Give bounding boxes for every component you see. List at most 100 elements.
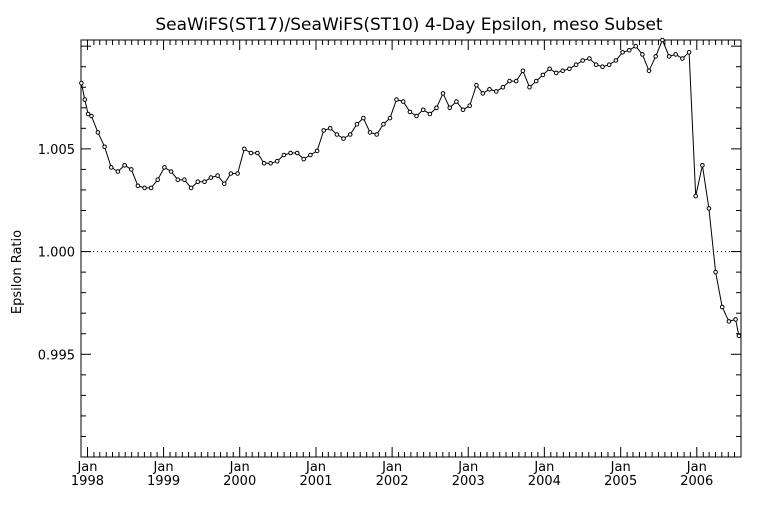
data-point xyxy=(341,136,346,141)
data-point xyxy=(394,97,399,102)
data-point xyxy=(314,148,320,154)
x-tick-month-label: Jan xyxy=(381,460,402,475)
data-point xyxy=(268,161,273,166)
data-point xyxy=(480,91,486,96)
data-point xyxy=(600,64,605,69)
x-tick-year-label: 1999 xyxy=(147,474,180,489)
data-point xyxy=(666,54,672,59)
data-point xyxy=(188,185,194,191)
data-point xyxy=(620,50,625,55)
data-point xyxy=(467,103,473,108)
data-point xyxy=(308,152,313,158)
data-point xyxy=(361,115,366,121)
y-tick-label: 1.005 xyxy=(38,143,75,158)
data-point xyxy=(222,181,227,187)
data-point xyxy=(242,146,247,152)
data-point xyxy=(89,113,94,119)
data-point xyxy=(686,50,692,55)
data-point xyxy=(334,132,340,137)
x-tick-year-label: 2001 xyxy=(299,474,332,489)
series-line xyxy=(80,38,740,336)
x-tick-year-label: 2004 xyxy=(528,474,561,489)
data-point xyxy=(646,68,652,74)
data-point xyxy=(387,115,393,121)
data-point xyxy=(82,97,88,102)
data-point xyxy=(454,99,459,104)
data-point xyxy=(533,78,539,84)
data-point xyxy=(215,173,220,178)
data-point xyxy=(580,58,586,63)
data-point xyxy=(115,169,121,174)
data-point xyxy=(414,113,419,119)
x-tick-month-label: Jan xyxy=(533,460,554,475)
data-point xyxy=(261,161,267,166)
chart-title: SeaWiFS(ST17)/SeaWiFS(ST10) 4-Day Epsilo… xyxy=(155,15,663,35)
data-point xyxy=(733,317,738,322)
data-point xyxy=(560,68,566,74)
data-point xyxy=(202,179,207,184)
data-point xyxy=(162,165,167,170)
data-point xyxy=(527,84,532,90)
data-point xyxy=(235,171,240,176)
data-point xyxy=(474,82,479,88)
data-point xyxy=(660,37,665,43)
data-point xyxy=(85,111,91,117)
data-point xyxy=(148,185,154,191)
data-point xyxy=(736,333,742,339)
data-point xyxy=(593,62,599,67)
x-tick-month-label: Jan xyxy=(153,460,174,475)
data-point xyxy=(434,105,439,111)
y-tick-label: 0.995 xyxy=(38,348,75,363)
data-point xyxy=(507,78,512,84)
data-point xyxy=(606,62,612,67)
data-point xyxy=(168,169,174,174)
data-point xyxy=(301,156,307,162)
data-point xyxy=(500,84,506,90)
x-tick-month-label: Jan xyxy=(305,460,326,475)
data-point xyxy=(175,177,181,182)
data-point xyxy=(520,68,526,74)
data-point xyxy=(513,78,519,84)
data-point xyxy=(493,89,499,94)
data-point xyxy=(633,43,639,49)
data-point xyxy=(288,150,293,156)
data-point xyxy=(367,130,373,135)
data-point xyxy=(327,126,333,131)
x-tick-month-label: Jan xyxy=(610,460,631,475)
data-point xyxy=(321,128,327,133)
x-tick-year-label: 2006 xyxy=(680,474,713,489)
y-axis-label: Epsilon Ratio xyxy=(10,230,25,314)
data-point xyxy=(347,132,353,137)
x-tick-year-label: 2000 xyxy=(223,474,256,489)
x-tick-month-label: Jan xyxy=(686,460,707,475)
data-point xyxy=(726,319,732,324)
x-tick-year-label: 2002 xyxy=(376,474,409,489)
data-point xyxy=(547,66,552,72)
x-tick-year-label: 2003 xyxy=(452,474,485,489)
data-point xyxy=(447,105,453,111)
data-point xyxy=(407,109,413,115)
data-point xyxy=(487,87,492,92)
data-point xyxy=(228,171,234,176)
data-point xyxy=(673,52,679,57)
data-point xyxy=(573,62,579,67)
data-point xyxy=(719,304,725,310)
data-point xyxy=(381,121,386,127)
data-point xyxy=(540,72,546,78)
data-point xyxy=(155,177,160,182)
data-point xyxy=(653,54,659,59)
data-point xyxy=(208,175,214,180)
data-point xyxy=(700,163,705,168)
data-point xyxy=(706,206,712,211)
data-point xyxy=(135,183,141,189)
x-tick-year-label: 1998 xyxy=(71,474,104,489)
x-tick-month-label: Jan xyxy=(229,460,250,475)
y-tick-label: 1.000 xyxy=(38,246,75,261)
x-tick-year-label: 2005 xyxy=(604,474,637,489)
data-point xyxy=(255,150,260,156)
data-point xyxy=(613,58,619,63)
data-point xyxy=(680,56,685,61)
data-point xyxy=(693,193,699,199)
x-tick-month-label: Jan xyxy=(76,460,97,475)
data-point xyxy=(102,144,107,150)
